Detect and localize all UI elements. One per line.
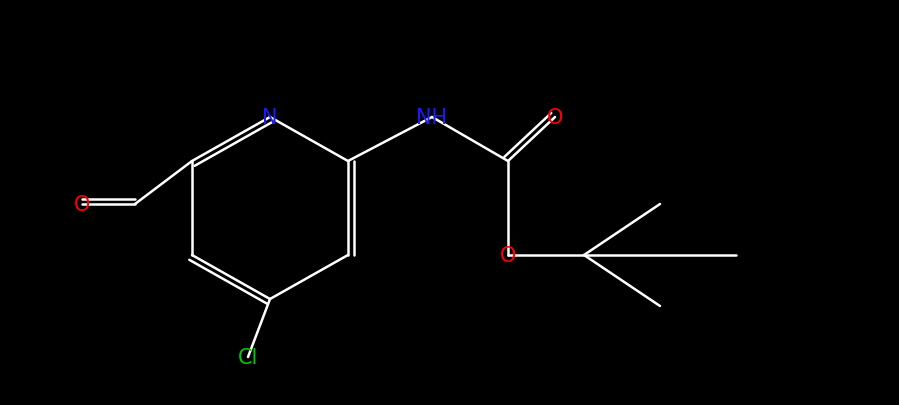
Text: NH: NH	[416, 108, 448, 128]
Text: Cl: Cl	[238, 347, 258, 367]
Text: O: O	[500, 245, 516, 265]
Text: O: O	[74, 194, 90, 215]
Text: O: O	[547, 108, 563, 128]
Text: N: N	[263, 108, 278, 128]
